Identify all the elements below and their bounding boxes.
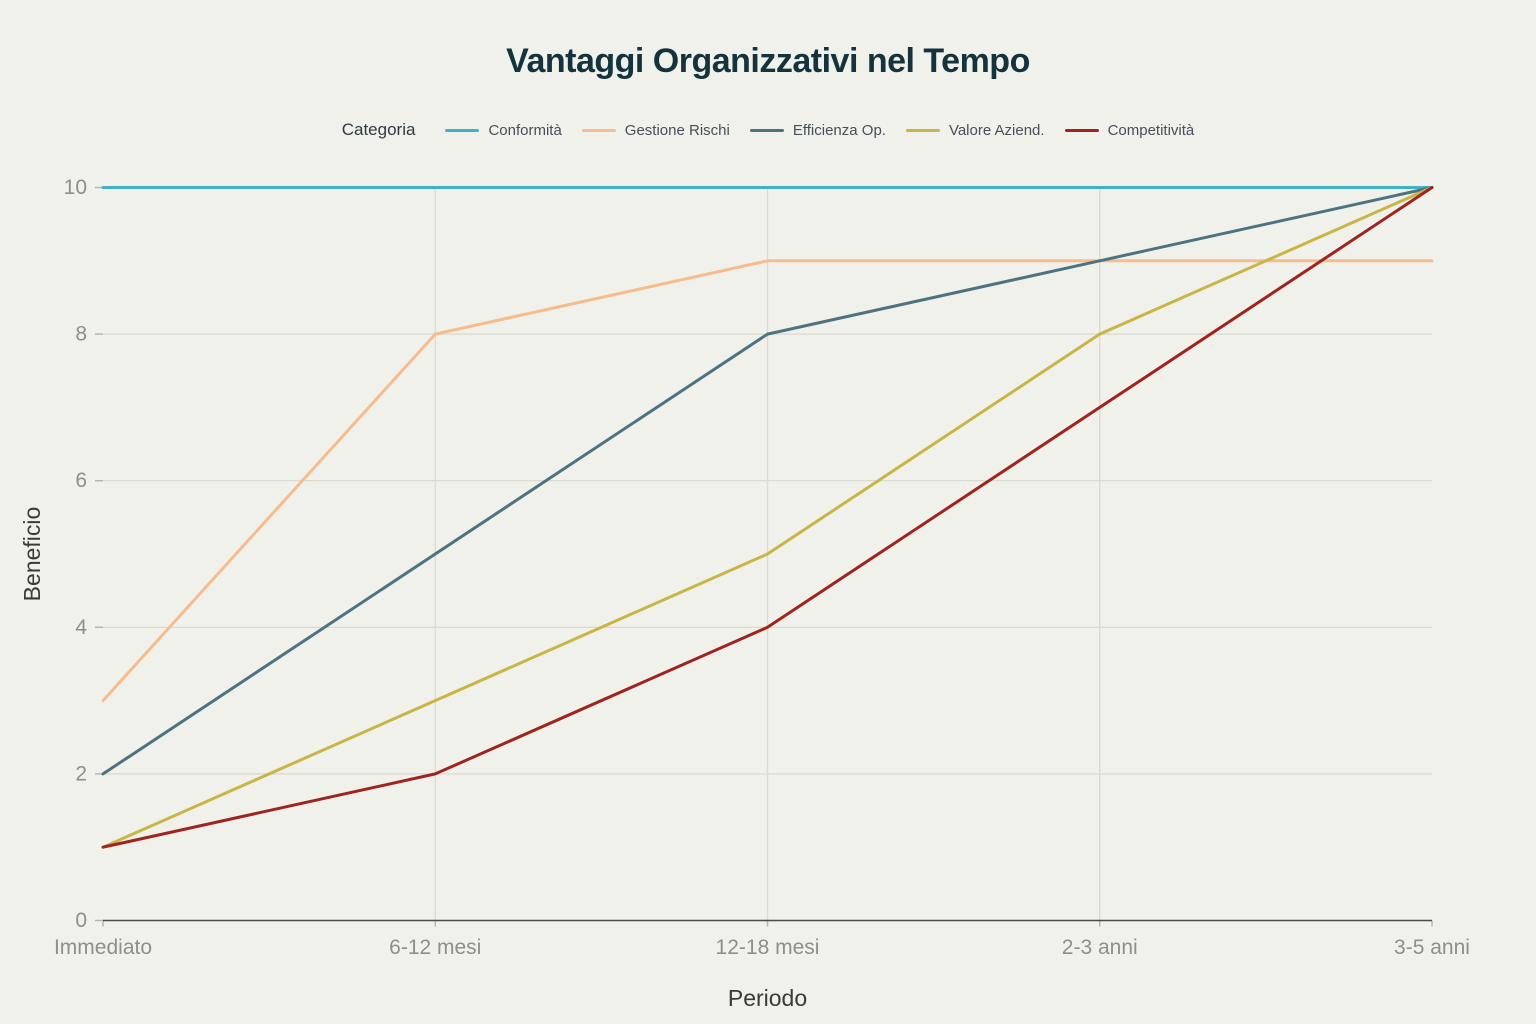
series-line-gestione-rischi	[101, 259, 1434, 703]
y-tick-label-0: 0	[75, 909, 87, 932]
legend-item-valore-aziend: Valore Aziend.	[905, 121, 1045, 139]
legend-swatch-conformita	[445, 128, 480, 132]
x-axis-title: Periodo	[728, 985, 807, 1011]
chart-legend: Categoria Conformità Gestione Rischi Effic…	[0, 120, 1536, 140]
legend-title: Categoria	[341, 120, 416, 139]
series-line-valore-aziend	[101, 186, 1434, 849]
y-tick-label-4: 4	[75, 616, 87, 639]
x-tick-label-6-12-mesi: 6-12 mesi	[389, 936, 481, 959]
x-tick-label-immediato: Immediato	[54, 936, 152, 959]
legend-swatch-efficienza-op	[749, 128, 784, 132]
legend-item-conformita: Conformità	[445, 121, 562, 139]
legend-items: Conformità Gestione Rischi Efficienza Op. V…	[445, 122, 1194, 139]
series-line-efficienza-op	[101, 186, 1434, 776]
legend-label: Conformità	[488, 121, 562, 139]
legend-label: Valore Aziend.	[948, 121, 1045, 139]
x-tick-label-2-3-anni: 2-3 anni	[1062, 936, 1138, 959]
legend-label: Efficienza Op.	[792, 121, 886, 139]
legend-swatch-valore-aziend	[905, 128, 940, 132]
legend-item-competitivita: Competitività	[1064, 121, 1195, 139]
legend-swatch-competitivita	[1064, 128, 1099, 132]
y-tick-label-10: 10	[64, 176, 87, 199]
x-tick-label-3-5-anni: 3-5 anni	[1394, 936, 1470, 959]
legend-label: Competitività	[1107, 121, 1195, 139]
legend-item-efficienza-op: Efficienza Op.	[749, 121, 886, 139]
chart-title: Vantaggi Organizzativi nel Tempo	[506, 42, 1030, 80]
legend-swatch-gestione-rischi	[581, 128, 616, 132]
x-tick-label-12-18-mesi: 12-18 mesi	[716, 936, 820, 959]
y-axis-title: Beneficio	[19, 507, 45, 602]
legend-label: Gestione Rischi	[624, 121, 730, 139]
legend-item-gestione-rischi: Gestione Rischi	[581, 121, 730, 139]
y-tick-label-8: 8	[75, 323, 87, 346]
series-line-competitivita	[101, 186, 1434, 849]
y-tick-label-2: 2	[75, 762, 87, 785]
y-tick-label-6: 6	[75, 469, 87, 492]
